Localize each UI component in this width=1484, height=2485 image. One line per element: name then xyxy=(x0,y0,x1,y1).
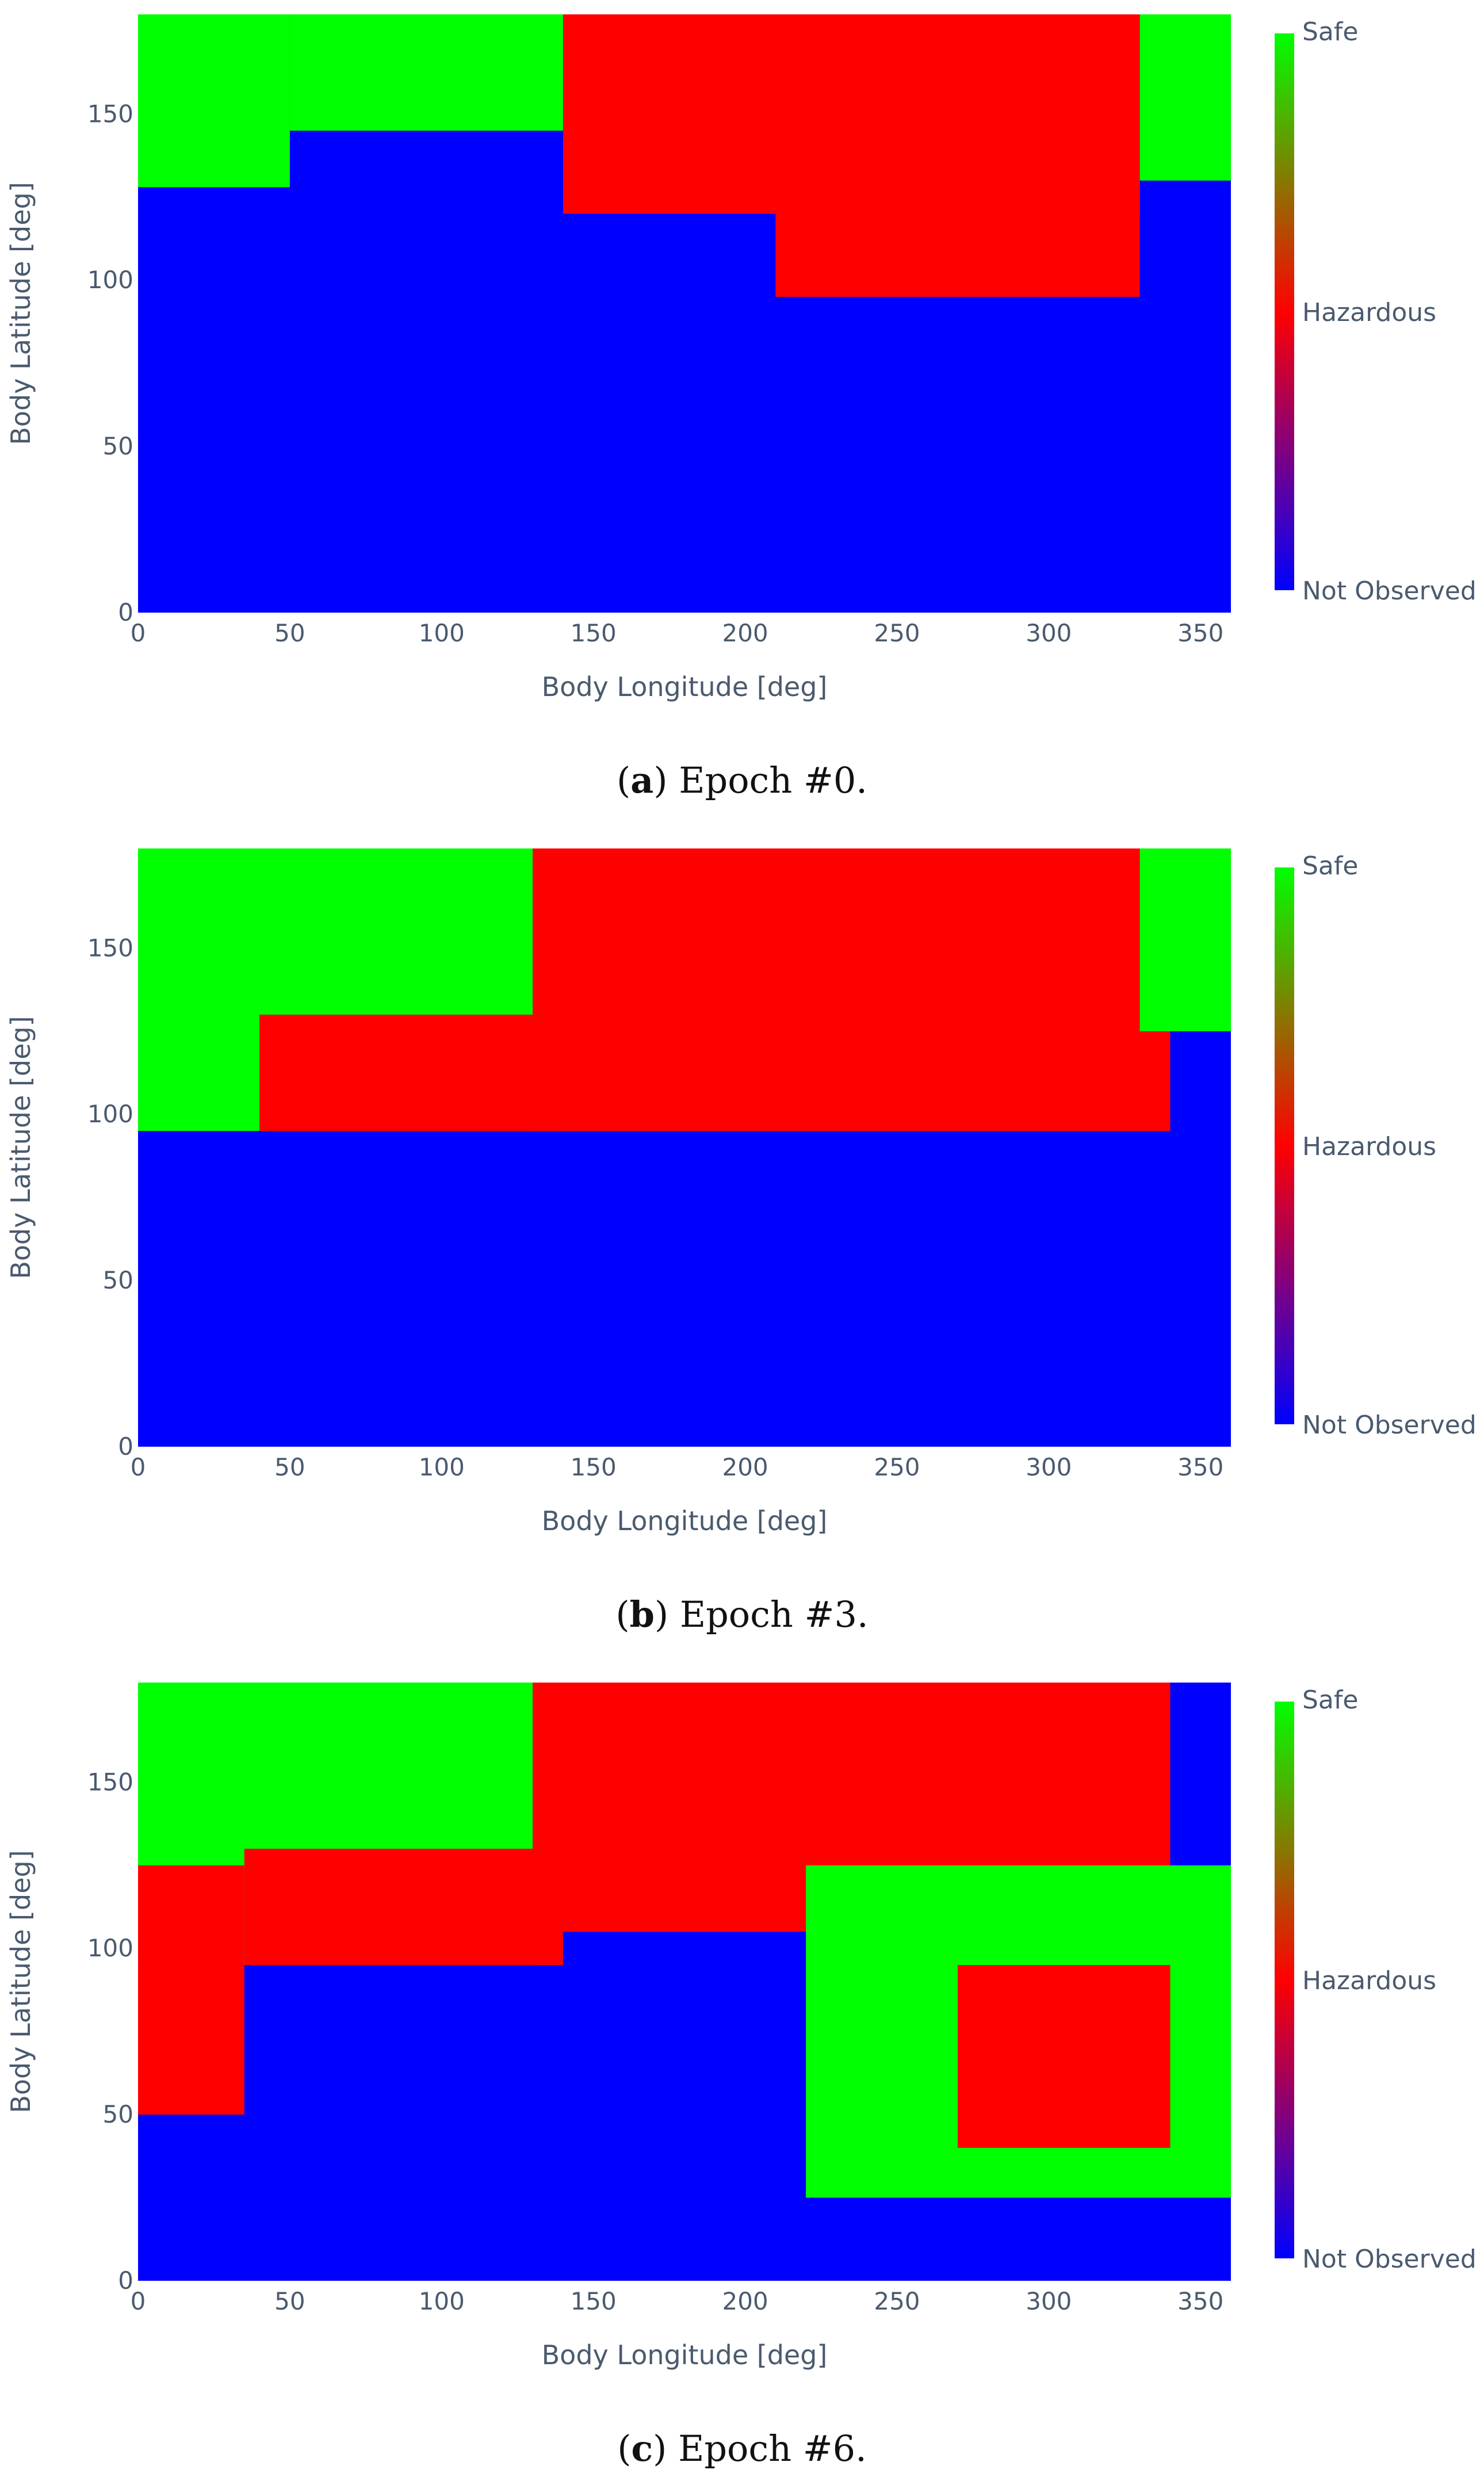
safe-region xyxy=(1139,848,1231,1031)
x-tick-label: 100 xyxy=(419,619,465,647)
x-tick-label: 350 xyxy=(1177,1453,1223,1481)
colorbar-label-safe: Safe xyxy=(1302,1685,1358,1715)
x-tick-label: 200 xyxy=(722,1453,768,1481)
x-tick-label: 0 xyxy=(131,2287,146,2315)
panel-caption: (c) Epoch #6. xyxy=(617,2427,867,2469)
x-tick-label: 250 xyxy=(874,1453,920,1481)
x-tick-label: 300 xyxy=(1026,1453,1072,1481)
x-axis-title: Body Longitude [deg] xyxy=(542,671,828,702)
y-tick-label: 50 xyxy=(103,2100,133,2128)
colorbar xyxy=(1275,33,1294,590)
colorbar-label-hazardous: Hazardous xyxy=(1302,1132,1436,1161)
y-tick-label: 150 xyxy=(87,1768,133,1796)
heatmap-plot-area: 0 50 100 150 200 250 300 350 0 50 100 150 xyxy=(87,1683,1231,2315)
colorbar xyxy=(1275,1702,1294,2258)
x-tick-label: 150 xyxy=(571,1453,617,1481)
panel-caption: (a) Epoch #0. xyxy=(617,759,867,801)
x-tick-label: 200 xyxy=(722,2287,768,2315)
hazardous-region xyxy=(533,848,1171,1131)
x-tick-label: 350 xyxy=(1177,619,1223,647)
panel-a: 0 50 100 150 200 250 300 350 0 50 100 150 Body Lati… xyxy=(5,14,1477,801)
x-tick-label: 50 xyxy=(274,2287,305,2315)
colorbar-label-hazardous: Hazardous xyxy=(1302,298,1436,327)
x-tick-label: 0 xyxy=(131,619,146,647)
y-axis-title: Body Latitude [deg] xyxy=(5,1016,36,1279)
colorbar xyxy=(1275,867,1294,1424)
hazardous-region xyxy=(958,1965,1171,2148)
hazardous-region xyxy=(138,1865,244,2115)
hazardous-region xyxy=(259,1014,563,1131)
x-axis-title: Body Longitude [deg] xyxy=(542,1505,828,1536)
heatmap-plot-area: 0 50 100 150 200 250 300 350 0 50 100 150 xyxy=(87,848,1231,1481)
x-tick-label: 350 xyxy=(1177,2287,1223,2315)
y-axis-title: Body Latitude [deg] xyxy=(5,1850,36,2113)
x-tick-label: 150 xyxy=(571,619,617,647)
y-tick-label: 100 xyxy=(87,266,133,294)
y-tick-label: 0 xyxy=(118,598,133,626)
colorbar-label-not-observed: Not Observed xyxy=(1302,576,1477,606)
heatmap-plot-area: 0 50 100 150 200 250 300 350 0 50 100 150 xyxy=(87,14,1231,647)
x-tick-label: 150 xyxy=(571,2287,617,2315)
colorbar-label-hazardous: Hazardous xyxy=(1302,1966,1436,1995)
hazardous-region xyxy=(244,1848,563,1966)
colorbar-label-safe: Safe xyxy=(1302,17,1358,47)
x-tick-label: 250 xyxy=(874,619,920,647)
y-tick-label: 0 xyxy=(118,2266,133,2295)
y-tick-label: 100 xyxy=(87,1100,133,1128)
colorbar-label-not-observed: Not Observed xyxy=(1302,2245,1477,2274)
x-tick-label: 100 xyxy=(419,1453,465,1481)
y-tick-label: 150 xyxy=(87,934,133,962)
y-tick-label: 50 xyxy=(103,1266,133,1294)
x-tick-label: 250 xyxy=(874,2287,920,2315)
x-tick-label: 200 xyxy=(722,619,768,647)
x-tick-label: 50 xyxy=(274,619,305,647)
colorbar-label-safe: Safe xyxy=(1302,851,1358,881)
colorbar-label-not-observed: Not Observed xyxy=(1302,1410,1477,1440)
x-tick-label: 300 xyxy=(1026,619,1072,647)
y-axis-title: Body Latitude [deg] xyxy=(5,182,36,445)
x-axis-title: Body Longitude [deg] xyxy=(542,2339,828,2371)
y-tick-label: 0 xyxy=(118,1432,133,1461)
y-tick-label: 150 xyxy=(87,100,133,128)
y-tick-label: 100 xyxy=(87,1934,133,1962)
safe-region xyxy=(138,14,290,188)
x-tick-label: 0 xyxy=(131,1453,146,1481)
x-tick-label: 50 xyxy=(274,1453,305,1481)
x-tick-label: 100 xyxy=(419,2287,465,2315)
panel-caption: (b) Epoch #3. xyxy=(615,1593,868,1635)
hazardous-region xyxy=(775,147,1140,297)
safe-region xyxy=(1139,14,1231,181)
panel-b: 0 50 100 150 200 250 300 350 0 50 100 150 Body Lati… xyxy=(5,848,1477,1635)
x-tick-label: 300 xyxy=(1026,2287,1072,2315)
safe-region xyxy=(289,14,563,131)
panel-c: 0 50 100 150 200 250 300 350 0 50 100 150 Body Lati… xyxy=(5,1683,1477,2469)
y-tick-label: 50 xyxy=(103,432,133,460)
